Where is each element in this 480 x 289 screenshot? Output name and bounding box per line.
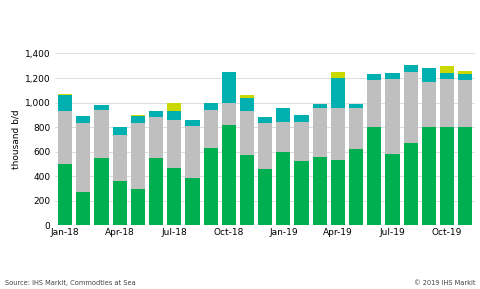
Bar: [113, 127, 127, 135]
Text: Brazilian Crude Oil Shipments by Sizeclass: Brazilian Crude Oil Shipments by Sizecla…: [6, 20, 325, 33]
Bar: [385, 73, 399, 79]
Bar: [312, 104, 327, 108]
Bar: [458, 127, 472, 225]
Bar: [258, 169, 272, 225]
Bar: [131, 115, 145, 116]
Bar: [95, 158, 108, 225]
Bar: [240, 111, 254, 155]
Bar: [367, 81, 382, 127]
Bar: [276, 122, 290, 152]
Bar: [167, 120, 181, 168]
Bar: [294, 161, 309, 225]
Bar: [458, 81, 472, 127]
Bar: [149, 158, 163, 225]
Bar: [185, 126, 200, 177]
Bar: [349, 104, 363, 108]
Bar: [149, 117, 163, 158]
Bar: [440, 79, 454, 127]
Bar: [294, 115, 309, 122]
Bar: [204, 103, 218, 110]
Bar: [149, 111, 163, 117]
Bar: [349, 149, 363, 225]
Bar: [222, 72, 236, 103]
Bar: [440, 127, 454, 225]
Bar: [76, 192, 90, 225]
Bar: [331, 78, 345, 108]
Bar: [204, 110, 218, 148]
Bar: [404, 142, 418, 225]
Bar: [185, 177, 200, 225]
Bar: [404, 72, 418, 142]
Bar: [76, 116, 90, 123]
Bar: [76, 123, 90, 192]
Bar: [349, 108, 363, 149]
Bar: [113, 181, 127, 225]
Bar: [58, 95, 72, 111]
Bar: [131, 189, 145, 225]
Bar: [113, 135, 127, 181]
Bar: [440, 73, 454, 79]
Bar: [422, 127, 436, 225]
Bar: [276, 152, 290, 225]
Bar: [440, 66, 454, 73]
Bar: [222, 125, 236, 225]
Bar: [312, 108, 327, 157]
Bar: [331, 108, 345, 160]
Bar: [331, 160, 345, 225]
Bar: [167, 103, 181, 111]
Bar: [58, 111, 72, 164]
Bar: [185, 120, 200, 126]
Bar: [58, 94, 72, 95]
Bar: [367, 74, 382, 81]
Bar: [95, 105, 108, 110]
Bar: [240, 98, 254, 111]
Bar: [458, 74, 472, 81]
Text: Source: IHS Markit, Commodties at Sea: Source: IHS Markit, Commodties at Sea: [5, 280, 135, 286]
Bar: [240, 155, 254, 225]
Bar: [276, 108, 290, 122]
Bar: [367, 127, 382, 225]
Bar: [312, 157, 327, 225]
Bar: [58, 164, 72, 225]
Bar: [95, 110, 108, 158]
Bar: [204, 148, 218, 225]
Bar: [404, 65, 418, 72]
Bar: [167, 168, 181, 225]
Bar: [222, 103, 236, 125]
Bar: [422, 82, 436, 127]
Bar: [385, 154, 399, 225]
Bar: [331, 72, 345, 78]
Bar: [240, 95, 254, 98]
Bar: [294, 122, 309, 161]
Bar: [258, 123, 272, 169]
Y-axis label: thousand b/d: thousand b/d: [12, 110, 21, 169]
Bar: [422, 68, 436, 82]
Bar: [458, 71, 472, 74]
Bar: [131, 123, 145, 189]
Bar: [131, 116, 145, 123]
Text: © 2019 IHS Markit: © 2019 IHS Markit: [414, 280, 475, 286]
Bar: [258, 117, 272, 123]
Bar: [167, 111, 181, 120]
Bar: [385, 79, 399, 154]
